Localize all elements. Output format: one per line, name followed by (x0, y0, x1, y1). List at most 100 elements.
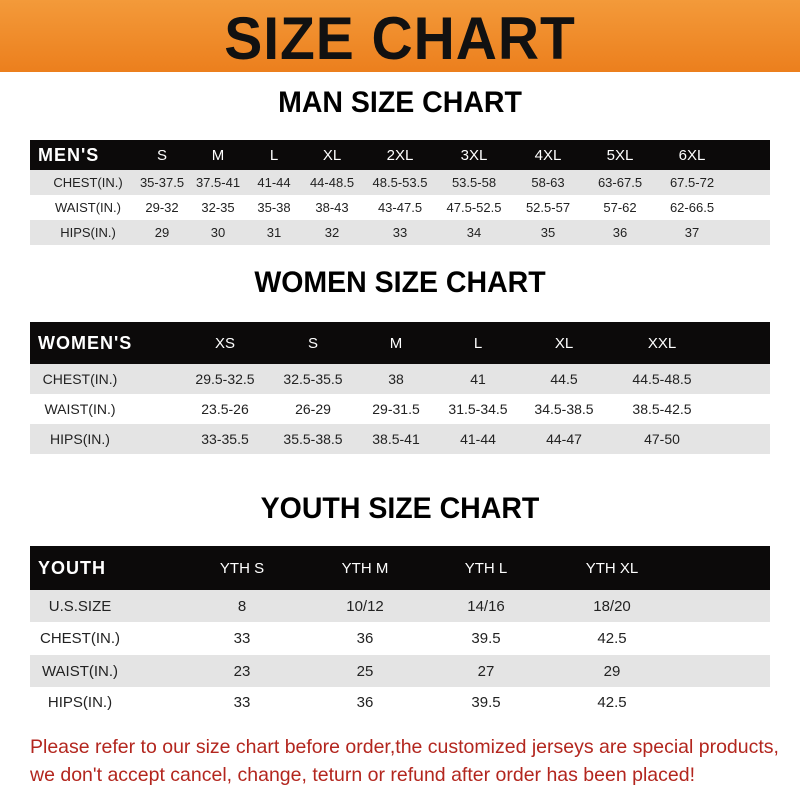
measurement-cell: 38 (388, 371, 404, 387)
measurement-cell: 34 (466, 225, 482, 240)
measurement-cell: 42.5 (597, 630, 627, 647)
measurement-cell: 31 (266, 225, 282, 240)
measurement-cell: 67.5-72 (669, 175, 715, 190)
measurement-cell: 44-48.5 (309, 175, 355, 190)
measurement-cell: 33-35.5 (201, 431, 249, 447)
table-title-cell: YOUTH (38, 557, 106, 578)
measurement-cell: 47.5-52.5 (446, 200, 502, 215)
size-header-cell: XL (322, 146, 342, 164)
measurement-cell: 36 (356, 630, 374, 647)
measurement-cell: 38-43 (315, 200, 349, 215)
measurement-cell: 29-32 (145, 200, 179, 215)
row-label: CHEST(IN.) (42, 371, 118, 387)
measurement-cell: 38.5-41 (372, 431, 420, 447)
measurement-cell: 62-66.5 (669, 200, 715, 215)
youth-heading: YOUTH SIZE CHART (260, 492, 540, 525)
table-title-cell: MEN'S (38, 144, 100, 165)
measurement-cell: 44.5 (550, 371, 578, 387)
size-header-cell: M (211, 146, 225, 164)
size-header-cell: YTH S (219, 559, 265, 577)
size-header-cell: L (269, 146, 279, 164)
row-label: WAIST(IN.) (44, 401, 116, 417)
table-row: HIPS(IN.) 33 36 39.5 42.5 (30, 687, 770, 718)
measurement-cell: 39.5 (471, 694, 501, 711)
measurement-cell: 52.5-57 (525, 200, 571, 215)
size-header-cell: S (307, 334, 319, 352)
measurement-cell: 8 (237, 597, 247, 615)
table-row: CHEST(IN.) 29.5-32.5 32.5-35.5 38 41 44.5 44.5… (30, 364, 770, 394)
measurement-cell: 29 (154, 225, 170, 240)
row-label: WAIST(IN.) (55, 200, 121, 215)
table-row: WAIST(IN.) 29-32 32-35 35-38 38-43 43-47.5 47.… (30, 195, 770, 220)
measurement-cell: 48.5-53.5 (372, 175, 428, 190)
measurement-cell: 41-44 (257, 175, 291, 190)
measurement-cell: 18/20 (593, 597, 631, 615)
measurement-cell: 34.5-38.5 (534, 401, 594, 417)
table-header-row: WOMEN'S XS S M L XL XXL (30, 322, 770, 364)
banner-title: SIZE CHART (224, 5, 576, 72)
measurement-cell: 41 (470, 371, 486, 387)
measurement-cell: 35 (540, 225, 556, 240)
size-header-cell: L (473, 334, 483, 352)
table-row: WAIST(IN.) 23.5-26 26-29 29-31.5 31.5-34.5 34… (30, 394, 770, 424)
measurement-cell: 38.5-42.5 (632, 401, 692, 417)
measurement-cell: 47-50 (644, 431, 680, 447)
size-header-cell: YTH L (464, 559, 508, 577)
size-header-cell: M (389, 334, 403, 352)
measurement-cell: 35-38 (257, 200, 291, 215)
measurement-cell: 63-67.5 (597, 175, 643, 190)
notice-line-2: we don't accept cancel, change, teturn o… (30, 764, 695, 786)
measurement-cell: 29-31.5 (372, 401, 420, 417)
measurement-cell: 35.5-38.5 (283, 431, 343, 447)
women-heading: WOMEN SIZE CHART (254, 266, 546, 299)
measurement-cell: 33 (233, 694, 251, 711)
size-header-cell: 5XL (606, 146, 634, 164)
measurement-cell: 37.5-41 (195, 175, 241, 190)
measurement-cell: 39.5 (471, 630, 501, 647)
measurement-cell: 10/12 (346, 597, 384, 615)
measurement-cell: 27 (477, 662, 495, 680)
table-title-cell: WOMEN'S (38, 332, 133, 353)
size-header-cell: XS (214, 334, 236, 352)
measurement-cell: 35-37.5 (139, 175, 185, 190)
measurement-cell: 41-44 (460, 431, 496, 447)
table-header-row: MEN'S S M L XL 2XL 3XL 4XL 5XL 6XL (30, 140, 770, 170)
table-header-row: YOUTH YTH S YTH M YTH L YTH XL (30, 546, 770, 590)
size-header-cell: 2XL (386, 146, 414, 164)
measurement-cell: 14/16 (467, 597, 505, 615)
row-label: CHEST(IN.) (53, 175, 123, 190)
table-row: HIPS(IN.) 29 30 31 32 33 34 35 36 37 (30, 220, 770, 245)
size-header-cell: 4XL (534, 146, 562, 164)
measurement-cell: 32 (324, 225, 340, 240)
measurement-cell: 57-62 (603, 200, 637, 215)
measurement-cell: 23.5-26 (201, 401, 249, 417)
measurement-cell: 29 (603, 662, 621, 680)
row-label: HIPS(IN.) (60, 225, 116, 240)
men-heading: MAN SIZE CHART (278, 86, 522, 119)
size-header-cell: YTH XL (585, 559, 639, 577)
table-row: CHEST(IN.) 35-37.5 37.5-41 41-44 44-48.5 48.5… (30, 170, 770, 195)
table-row: HIPS(IN.) 33-35.5 35.5-38.5 38.5-41 41-44 44-… (30, 424, 770, 454)
banner: SIZE CHART (0, 0, 800, 72)
measurement-cell: 32-35 (201, 200, 235, 215)
measurement-cell: 43-47.5 (377, 200, 423, 215)
size-header-cell: XL (554, 334, 574, 352)
size-header-cell: 3XL (460, 146, 488, 164)
notice-line-1: Please refer to our size chart before or… (30, 736, 779, 758)
measurement-cell: 53.5-58 (451, 175, 497, 190)
measurement-cell: 37 (684, 225, 700, 240)
row-label: WAIST(IN.) (41, 662, 119, 680)
size-header-cell: 6XL (678, 146, 706, 164)
measurement-cell: 36 (356, 694, 374, 711)
row-label: HIPS(IN.) (47, 694, 113, 711)
table-row: CHEST(IN.) 33 36 39.5 42.5 (30, 622, 770, 655)
measurement-cell: 32.5-35.5 (283, 371, 343, 387)
measurement-cell: 36 (612, 225, 628, 240)
measurement-cell: 31.5-34.5 (448, 401, 508, 417)
row-label: CHEST(IN.) (40, 630, 120, 647)
measurement-cell: 26-29 (295, 401, 331, 417)
table-row: U.S.SIZE 8 10/12 14/16 18/20 (30, 590, 770, 622)
measurement-cell: 30 (210, 225, 226, 240)
row-label: U.S.SIZE (48, 597, 112, 615)
